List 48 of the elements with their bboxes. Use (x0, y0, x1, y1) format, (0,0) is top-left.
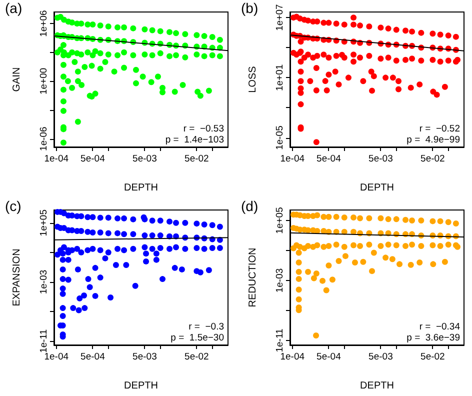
y-axis-title: LOSS (248, 66, 258, 93)
y-tick-label: 1e-03 (274, 268, 286, 293)
y-tick-label: 1e+00 (38, 68, 50, 95)
y-tick-label: 1e-06 (38, 126, 50, 151)
x-tick-label: 5e-03 (368, 352, 393, 362)
x-tick-label: 5e-04 (80, 154, 105, 164)
x-axis-title: DEPTH (360, 182, 394, 194)
x-tick-label: 5e-04 (80, 352, 105, 362)
chart-title: (b) (241, 0, 258, 16)
chart-title: (d) (241, 198, 258, 214)
x-tick-label: 5e-02 (184, 352, 209, 362)
x-tick-label: 1e-04 (44, 154, 69, 164)
x-tick-label: 5e-03 (132, 352, 157, 362)
y-tick-label: 1e+05 (274, 207, 286, 234)
annotation: r = −0.53 (183, 124, 224, 134)
annotation: p = 1.4e−103 (165, 134, 224, 146)
chart-title: (c) (5, 198, 22, 214)
y-axis-title: EXPANSION (12, 248, 22, 306)
y-tick-label: 1e+07 (274, 4, 286, 31)
y-tick-label: 1e+01 (274, 64, 286, 92)
x-tick-label: 1e-04 (280, 154, 305, 164)
x-tick-label: 5e-02 (420, 154, 445, 164)
x-tick-label: 5e-03 (368, 154, 393, 164)
x-axis-title: DEPTH (124, 182, 158, 194)
x-tick-label: 1e-04 (44, 352, 69, 362)
y-tick-label: 1e-11 (274, 328, 286, 352)
y-tick-label: 1e-05 (274, 126, 286, 150)
y-tick-label: 1e+05 (38, 210, 50, 236)
x-axis-title: DEPTH (124, 380, 158, 392)
x-tick-label: 5e-02 (184, 154, 209, 164)
x-tick-label: 5e-03 (132, 154, 157, 164)
y-tick-label: 1e-03 (38, 270, 50, 294)
x-axis-title: DEPTH (360, 380, 394, 392)
y-axis-title: REDUCTION (248, 248, 258, 308)
x-tick-label: 5e-04 (316, 154, 341, 164)
annotation: r = −0.52 (419, 124, 460, 134)
chart-title: (a) (5, 0, 22, 16)
annotation: r = −0.3 (188, 322, 224, 332)
y-tick-label: 1e-11 (38, 329, 50, 353)
annotation: r = −0.34 (419, 322, 460, 332)
annotation: p = 1.5e−30 (170, 332, 224, 344)
y-axis-title: GAIN (12, 67, 22, 92)
y-tick-label: 1e+06 (38, 10, 50, 37)
x-tick-label: 5e-02 (420, 352, 445, 362)
annotation: p = 3.6e−39 (406, 332, 460, 344)
x-tick-label: 1e-04 (280, 352, 305, 362)
annotation: p = 4.9e−99 (406, 134, 460, 146)
x-tick-label: 5e-04 (316, 352, 341, 362)
